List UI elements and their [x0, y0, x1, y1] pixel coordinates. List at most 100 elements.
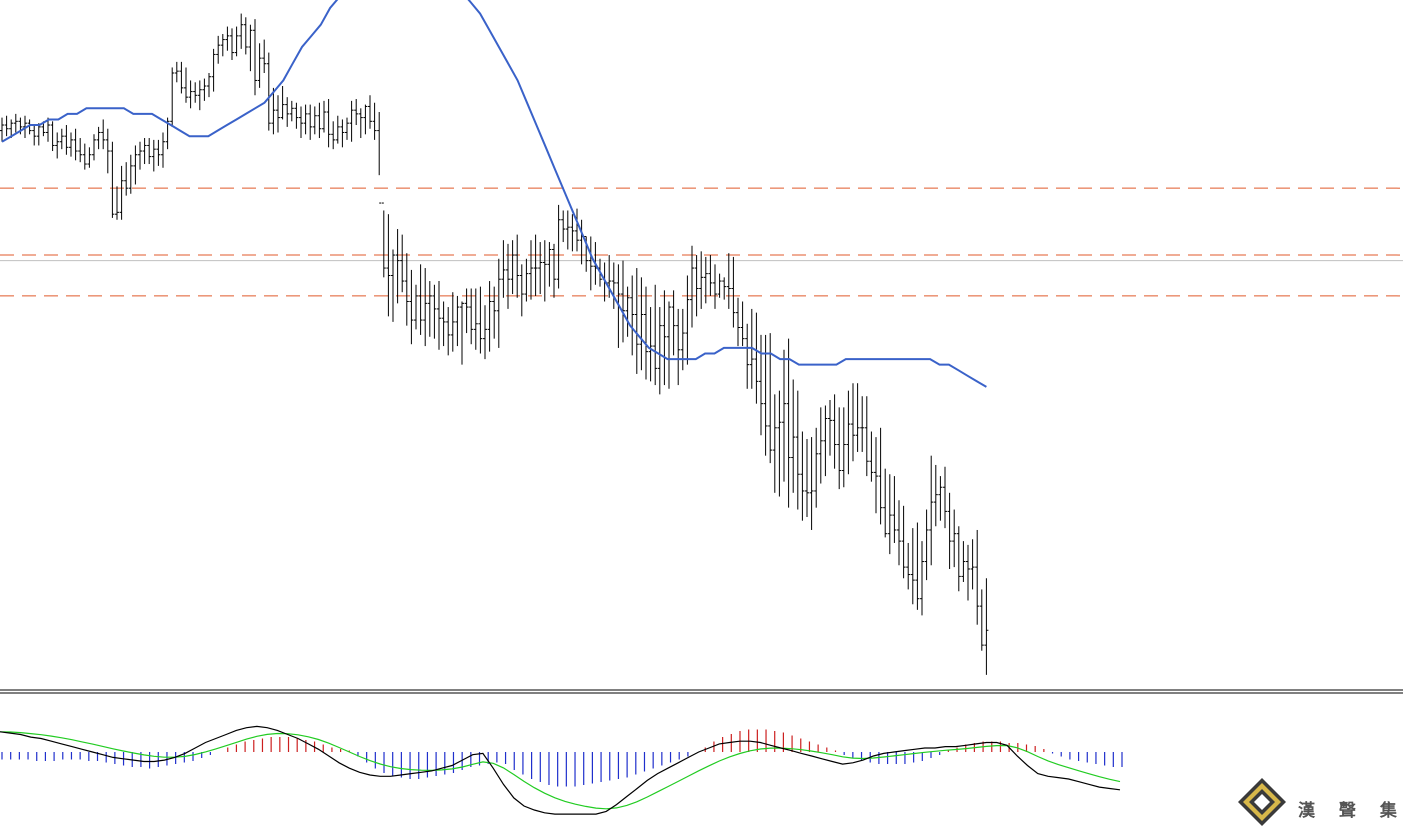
ohlc-bar — [860, 396, 865, 452]
ohlc-bar — [722, 277, 727, 300]
ohlc-bar — [23, 115, 27, 139]
ohlc-bar — [220, 34, 225, 57]
ohlc-bar — [846, 390, 851, 475]
ohlc-bar — [901, 505, 906, 579]
ohlc-bar — [193, 82, 198, 103]
ohlc-bar — [69, 132, 73, 157]
ohlc-bar — [0, 117, 4, 142]
ohlc-bar — [708, 255, 713, 296]
ohlc-bar — [832, 394, 837, 469]
ohlc-bar — [179, 61, 184, 94]
ohlc-bar — [685, 275, 690, 365]
ohlc-bar — [561, 210, 566, 243]
ohlc-bar — [9, 119, 14, 139]
ohlc-bar — [483, 305, 487, 360]
ohlc-bar — [473, 288, 478, 350]
ohlc-bar — [648, 307, 653, 382]
price-bars — [0, 13, 989, 675]
ohlc-bar — [887, 474, 892, 555]
ohlc-bar — [266, 52, 271, 131]
ohlc-bar — [115, 186, 119, 220]
ohlc-bar — [791, 379, 796, 493]
ohlc-bar — [795, 390, 800, 510]
ohlc-bar — [395, 229, 400, 304]
ohlc-bar — [639, 277, 644, 371]
ohlc-bar — [280, 86, 285, 120]
ohlc-bar — [975, 529, 980, 625]
ohlc-bar — [464, 288, 469, 334]
ohlc-bar — [634, 268, 639, 374]
ohlc-bar — [377, 112, 382, 204]
ohlc-bar — [515, 234, 520, 298]
ohlc-bar — [772, 394, 777, 493]
ohlc-bar — [970, 539, 975, 590]
ohlc-bar — [363, 104, 368, 135]
ohlc-bar — [32, 125, 37, 146]
ohlc-bar — [823, 405, 828, 477]
ohlc-bar — [446, 307, 451, 356]
ohlc-bar — [64, 125, 69, 155]
ohlc-bar — [694, 255, 699, 317]
ohlc-bar — [161, 132, 165, 168]
ohlc-bar — [529, 240, 533, 300]
ohlc-bar — [391, 249, 395, 322]
ohlc-bar — [653, 284, 658, 386]
ohlc-bar — [322, 100, 326, 133]
ohlc-bar — [662, 290, 667, 386]
ohlc-bar — [644, 286, 648, 380]
ohlc-bar — [943, 466, 947, 529]
ohlc-bar — [800, 431, 805, 521]
ohlc-bar — [253, 19, 257, 96]
ohlc-bar — [427, 281, 432, 337]
ohlc-bar — [138, 141, 142, 170]
ohlc-bar — [717, 273, 722, 298]
ohlc-bar — [262, 39, 267, 74]
ohlc-bar — [156, 139, 161, 166]
ohlc-bar — [46, 117, 50, 142]
ohlc-bar — [271, 87, 276, 135]
macd-line — [0, 725, 1121, 815]
ohlc-bar — [952, 509, 957, 568]
ohlc-bar — [630, 275, 635, 356]
ohlc-bar — [621, 260, 625, 343]
ohlc-bar — [805, 438, 809, 517]
price-panel — [0, 0, 1403, 675]
ohlc-bar — [326, 99, 331, 148]
ohlc-bar — [763, 334, 768, 456]
ohlc-bar — [202, 78, 207, 101]
ohlc-bar — [915, 522, 920, 610]
ohlc-bar — [496, 258, 501, 348]
ohlc-bar — [170, 67, 175, 127]
ohlc-bar — [487, 281, 492, 352]
ohlc-bar — [349, 100, 354, 142]
brand-logo: 漢 聲 集 團 — [1238, 778, 1403, 826]
signal-line — [0, 731, 1121, 810]
ohlc-bar — [82, 143, 87, 170]
ohlc-bar — [119, 165, 124, 220]
ohlc-bar — [184, 67, 188, 103]
ohlc-bar — [519, 264, 524, 317]
ohlc-bar — [818, 407, 823, 484]
ohlc-bar — [174, 61, 179, 83]
ohlc-bar — [469, 288, 474, 345]
ohlc-bar — [699, 251, 704, 309]
ohlc-bar — [736, 297, 740, 347]
ohlc-bar — [933, 464, 938, 527]
ohlc-bar — [547, 242, 552, 287]
ohlc-bar — [87, 147, 92, 168]
ohlc-bar — [570, 214, 575, 252]
ohlc-bar — [961, 541, 966, 582]
ohlc-bar — [73, 128, 78, 161]
ohlc-bar — [809, 437, 814, 530]
ohlc-bar — [78, 138, 83, 163]
ohlc-bar — [239, 13, 244, 49]
ohlc-bar — [676, 308, 681, 386]
ohlc-bar — [878, 427, 883, 525]
ohlc-bar — [768, 333, 773, 464]
ohlc-bar — [657, 307, 662, 395]
ohlc-bar — [460, 301, 464, 365]
ohlc-bar — [777, 390, 782, 497]
ohlc-bar — [920, 541, 924, 616]
ohlc-bar — [358, 108, 363, 139]
